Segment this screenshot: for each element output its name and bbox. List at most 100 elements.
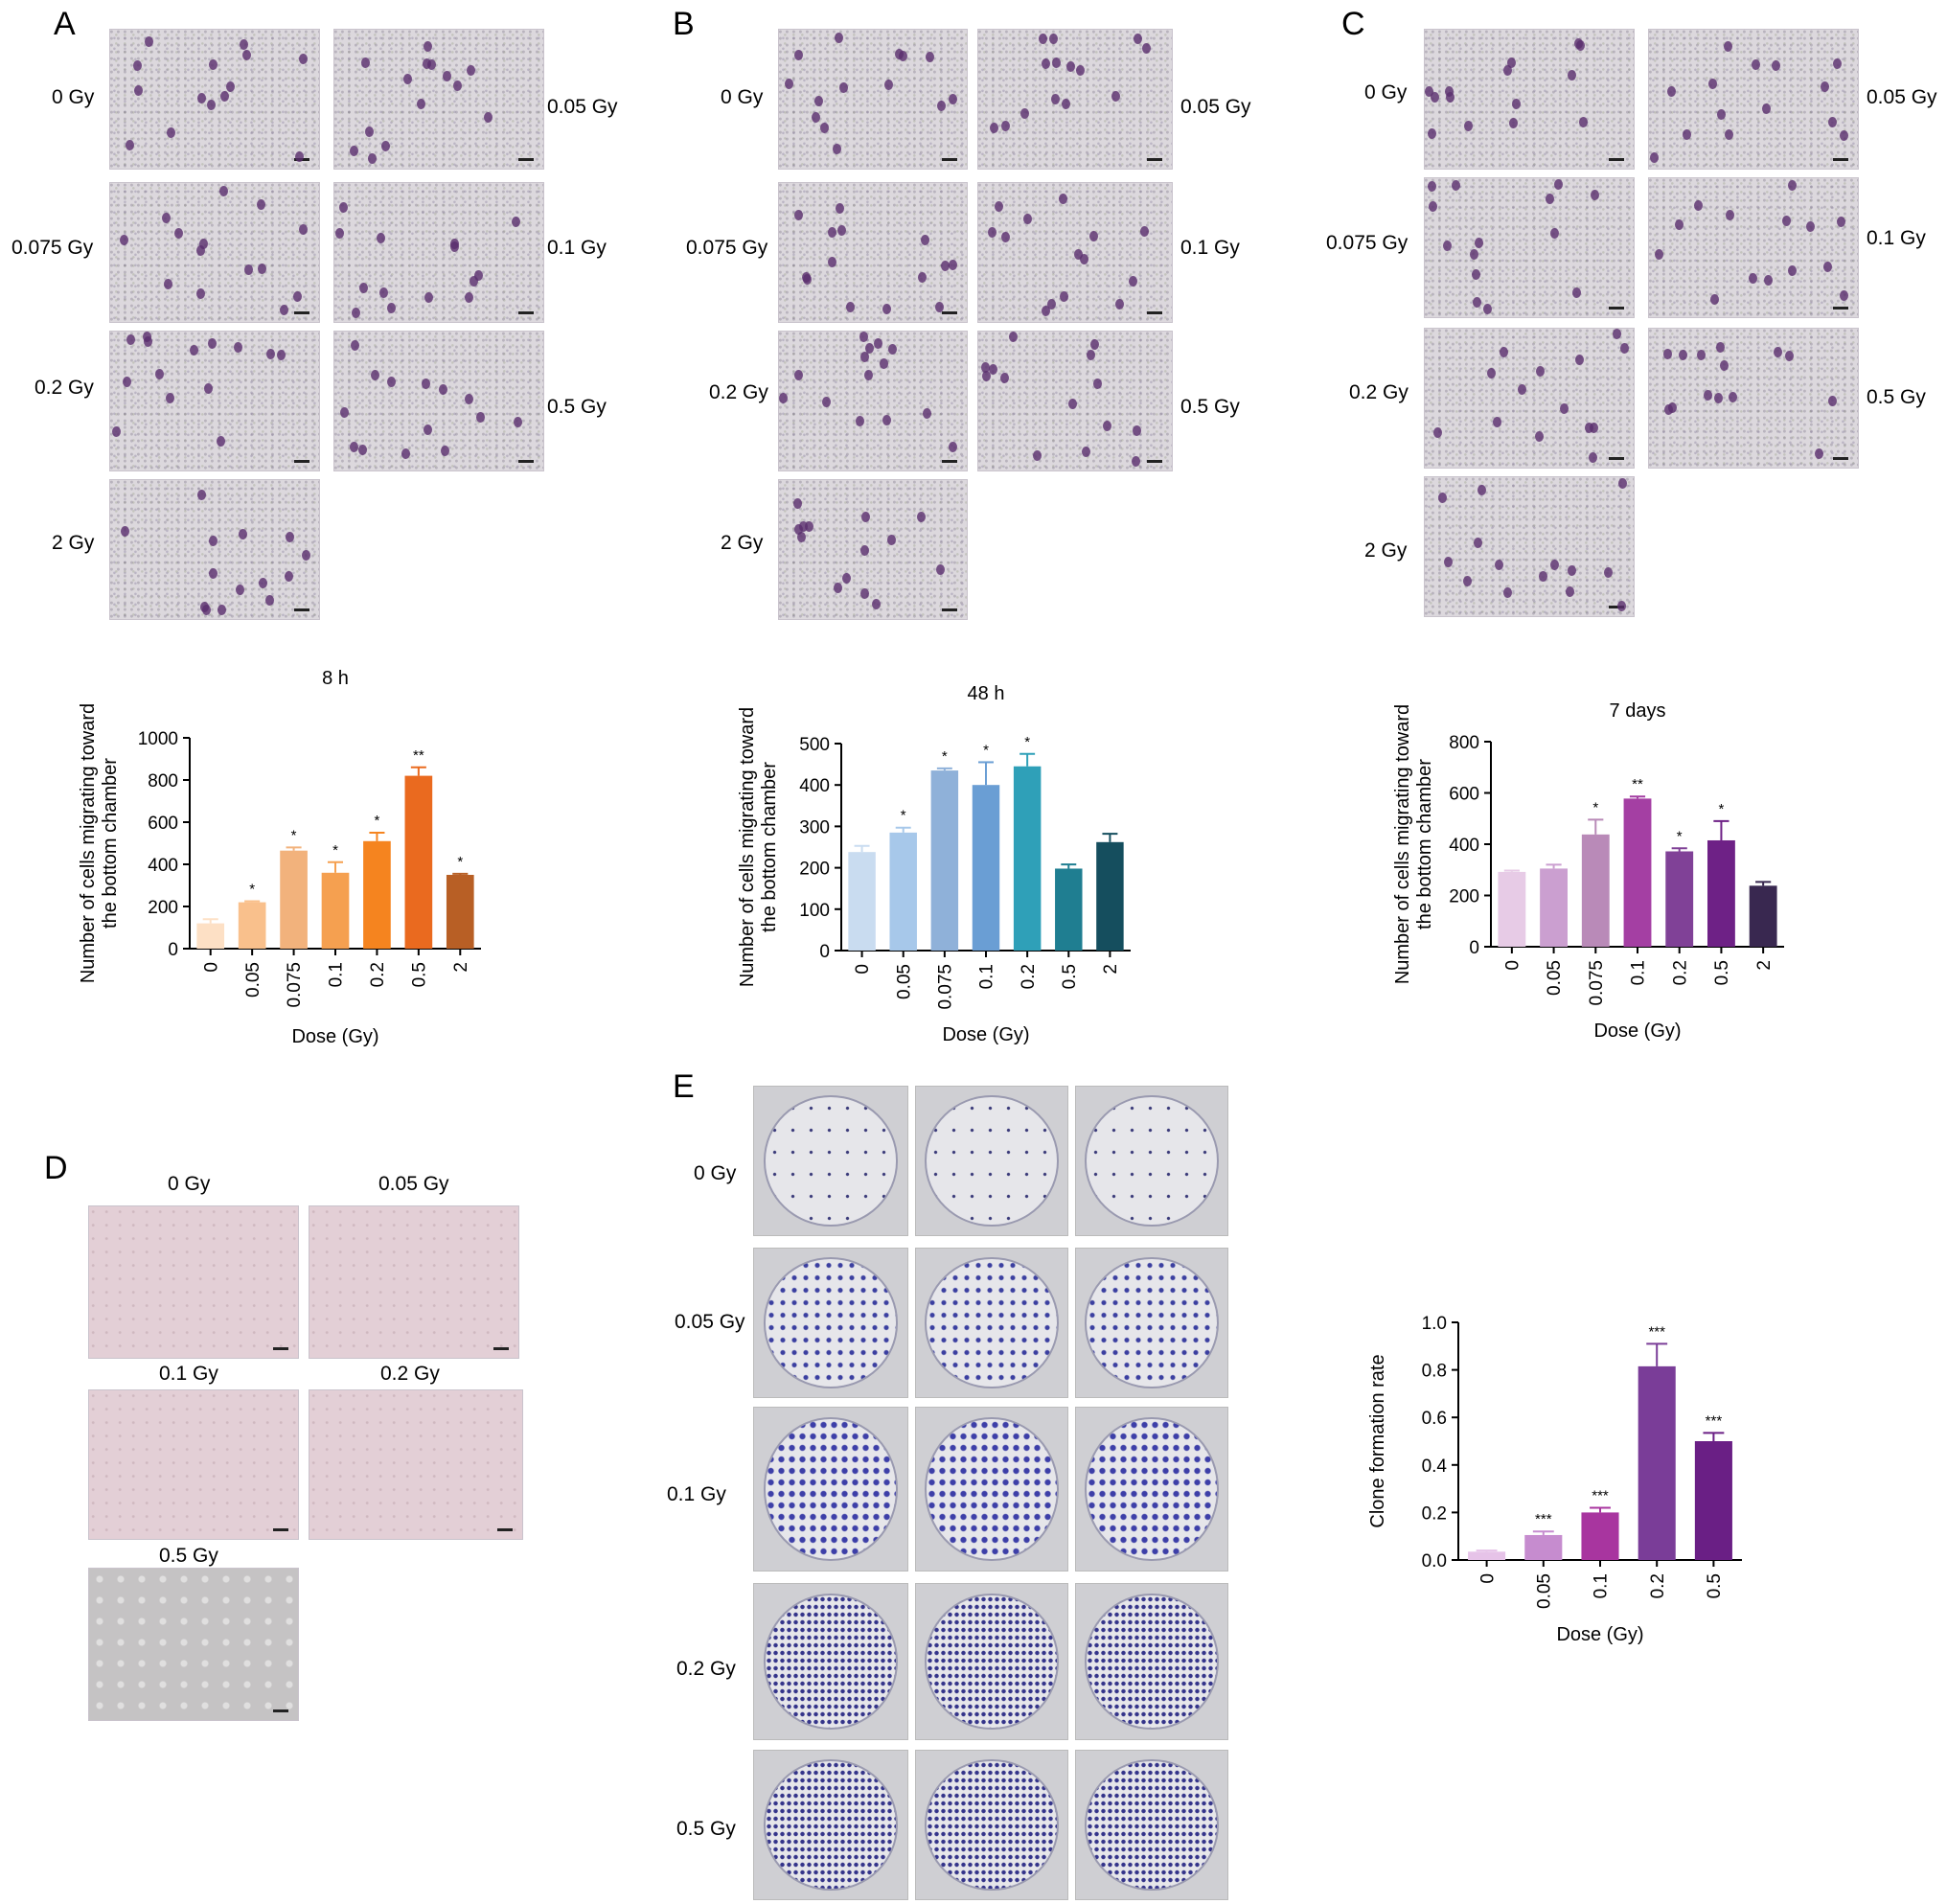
stained-cell xyxy=(1553,179,1563,190)
stained-cell xyxy=(1089,339,1099,351)
stained-cell xyxy=(257,199,266,211)
stained-cell xyxy=(450,241,460,253)
stained-cell xyxy=(265,348,275,359)
chart-title: 48 h xyxy=(968,683,1005,704)
bar xyxy=(1623,798,1652,947)
stained-cell xyxy=(1603,567,1613,579)
stained-cell xyxy=(859,588,869,600)
stained-cell xyxy=(1142,42,1152,54)
y-tick-label: 0 xyxy=(819,942,830,962)
stained-cell xyxy=(1725,209,1734,220)
x-tick-label: 0.2 xyxy=(1648,1573,1668,1598)
stained-cell xyxy=(813,96,823,107)
dose-label: 0.5 Gy xyxy=(547,396,607,418)
significance-marker: * xyxy=(1024,734,1030,750)
stained-cell xyxy=(132,59,142,71)
bar xyxy=(363,840,391,949)
dish-image-02gy-3 xyxy=(1075,1583,1228,1740)
stained-cell xyxy=(1038,33,1047,44)
stained-cell xyxy=(1549,227,1559,239)
stained-cell xyxy=(1617,600,1627,611)
stained-cell xyxy=(351,339,360,351)
stained-cell xyxy=(1716,341,1726,353)
dish-image-05gy-2 xyxy=(915,1750,1068,1900)
dose-label: 0 Gy xyxy=(1364,81,1408,103)
stained-cell xyxy=(827,256,836,267)
micrograph-a-01gy xyxy=(333,182,544,323)
stained-cell xyxy=(793,209,803,220)
stained-cell xyxy=(1836,216,1845,227)
stained-cell xyxy=(197,93,207,104)
x-tick-label: 0.1 xyxy=(1629,960,1649,985)
stained-cell xyxy=(1443,240,1453,251)
x-axis-label: Dose (Gy) xyxy=(291,1026,378,1047)
stained-cell xyxy=(805,521,814,533)
stained-cell xyxy=(865,343,875,355)
stained-cell xyxy=(841,572,851,584)
significance-marker: *** xyxy=(1706,1412,1723,1429)
dish-image-01gy-1 xyxy=(753,1407,908,1571)
stained-cell xyxy=(1128,276,1137,287)
stained-cell xyxy=(935,302,945,313)
stained-cell xyxy=(465,394,474,405)
dose-label: 0.5 Gy xyxy=(1867,386,1926,408)
stained-cell xyxy=(441,445,450,456)
stained-cell xyxy=(239,529,248,540)
stained-cell xyxy=(295,151,305,163)
bar xyxy=(446,875,474,949)
x-tick-label: 0.075 xyxy=(285,962,305,1008)
stained-cell xyxy=(1560,402,1569,414)
stained-cell xyxy=(219,186,229,197)
dose-label: 0 Gy xyxy=(168,1173,211,1195)
stained-cell xyxy=(207,337,217,349)
stained-cell xyxy=(1674,218,1684,230)
micrograph-c-0075gy xyxy=(1424,177,1635,318)
significance-marker: * xyxy=(1677,828,1683,844)
significance-marker: *** xyxy=(1592,1487,1609,1503)
stained-cell xyxy=(918,271,928,283)
stained-cell xyxy=(1445,86,1455,98)
chart-b: 0 100 200 300 400 500 0 * 0.05 * 0.075 * 0.1 * 0.2 0.5 2… xyxy=(737,683,1131,1045)
stained-cell xyxy=(1088,231,1098,242)
x-tick-label: 2 xyxy=(1101,964,1121,975)
significance-marker: *** xyxy=(1535,1511,1552,1527)
stained-cell xyxy=(465,291,474,303)
stained-cell xyxy=(1041,58,1050,70)
bar xyxy=(404,775,433,949)
stained-cell xyxy=(935,564,945,576)
stained-cell xyxy=(1427,181,1436,193)
y-tick-label: 400 xyxy=(1449,836,1479,856)
stained-cell xyxy=(442,71,451,82)
panel-label-d: D xyxy=(44,1150,68,1186)
significance-marker: * xyxy=(983,742,989,758)
dose-label: 0 Gy xyxy=(721,86,764,108)
chart-title: 8 h xyxy=(322,668,349,689)
stained-cell xyxy=(1111,91,1121,103)
y-tick-label: 300 xyxy=(799,817,830,837)
bar xyxy=(972,785,1000,951)
stained-cell xyxy=(1620,343,1630,355)
bar xyxy=(1540,868,1568,947)
stained-cell xyxy=(209,536,218,547)
stained-cell xyxy=(1472,268,1481,280)
bar xyxy=(1749,885,1777,947)
stained-cell xyxy=(220,90,230,102)
stained-cell xyxy=(1538,571,1547,583)
stained-cell xyxy=(1806,220,1816,232)
stained-cell xyxy=(340,406,350,418)
stained-cell xyxy=(1060,291,1069,303)
stained-cell xyxy=(811,112,820,124)
stained-cell xyxy=(196,287,206,299)
dish-image-0gy-1 xyxy=(753,1086,908,1236)
stained-cell xyxy=(1428,200,1437,212)
y-tick-label: 1000 xyxy=(138,729,178,749)
stained-cell xyxy=(1512,98,1522,109)
stained-cell xyxy=(1041,306,1050,317)
x-axis-label: Dose (Gy) xyxy=(1556,1624,1643,1645)
stained-cell xyxy=(860,511,870,522)
stained-cell xyxy=(1703,389,1712,401)
stained-cell xyxy=(1822,262,1832,273)
stained-cell xyxy=(925,52,934,63)
stained-cell xyxy=(836,202,845,214)
stained-cell xyxy=(1832,57,1842,69)
